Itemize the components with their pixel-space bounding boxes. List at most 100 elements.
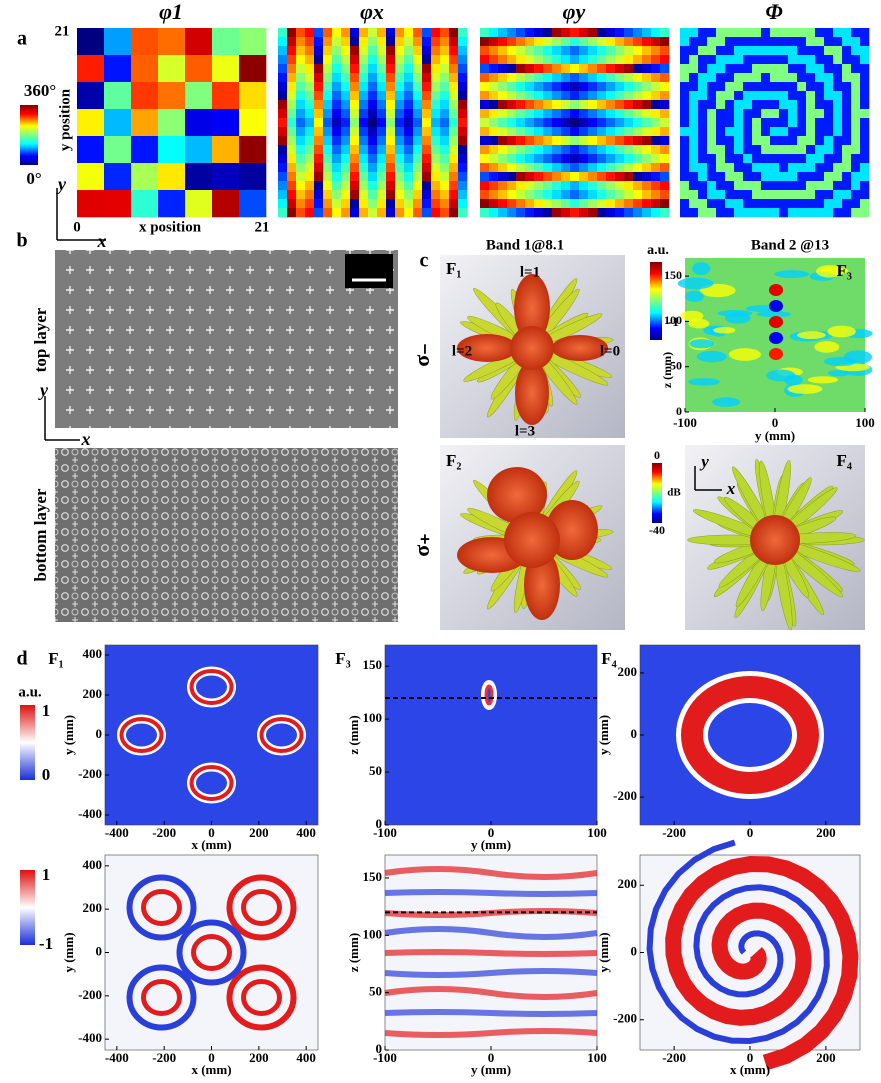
phase-cell (440, 163, 449, 172)
phase-cell (833, 46, 842, 55)
phase-cell (660, 172, 669, 181)
phase-cell (824, 127, 833, 136)
phase-cell (698, 91, 707, 100)
phase-cell (332, 109, 341, 118)
phase-cell (368, 37, 377, 46)
phase-cell (507, 46, 516, 55)
phase-cell (194, 91, 203, 100)
phase-cell (716, 64, 725, 73)
phase-cell (552, 136, 561, 145)
phase-cell (113, 136, 122, 145)
phase-cell (149, 91, 158, 100)
phase-cell (797, 64, 806, 73)
phase-cell (770, 73, 779, 82)
phase-cell (579, 163, 588, 172)
phase-cell (507, 28, 516, 37)
polarization-label: σ₋ (409, 343, 434, 367)
phase-cell (779, 82, 788, 91)
phase-cell (752, 136, 761, 145)
phase-cell (651, 55, 660, 64)
phase-cell (413, 82, 422, 91)
phase-cell (413, 73, 422, 82)
field-blob (769, 284, 783, 296)
phase-cell (588, 208, 597, 217)
phase-cell (606, 46, 615, 55)
phase-cell (386, 37, 395, 46)
column-title: Band 2 @13 (751, 237, 829, 253)
phase-cell (606, 55, 615, 64)
phase-cell (851, 154, 860, 163)
phase-cell (431, 91, 440, 100)
phase-cell (833, 154, 842, 163)
phase-cell (833, 199, 842, 208)
phase-cell (761, 37, 770, 46)
phase-cell (203, 109, 212, 118)
phase-cell (842, 100, 851, 109)
phase-cell (449, 181, 458, 190)
phase-cell (489, 46, 498, 55)
phase-cell (278, 37, 287, 46)
phase-cell (305, 118, 314, 127)
phase-cell (651, 127, 660, 136)
phase-cell (534, 127, 543, 136)
phase-cell (534, 73, 543, 82)
phase-cell (716, 91, 725, 100)
phase-cell (296, 163, 305, 172)
y-tick-label: -400 (78, 1030, 102, 1045)
phase-cell (377, 127, 386, 136)
phase-cell (314, 64, 323, 73)
phase-cell (332, 28, 341, 37)
phase-cell (296, 46, 305, 55)
phase-cell (606, 118, 615, 127)
y-tick-label: 0 (376, 816, 383, 831)
phase-cell (278, 172, 287, 181)
phase-cell (257, 172, 266, 181)
phase-cell (404, 82, 413, 91)
phase-cell (140, 109, 149, 118)
phase-cell (725, 100, 734, 109)
phase-cell (440, 199, 449, 208)
phase-cell (86, 28, 95, 37)
phase-cell (761, 109, 770, 118)
phase-cell (287, 91, 296, 100)
axis-label: y (mm) (471, 837, 511, 852)
phase-cell (440, 37, 449, 46)
phase-map (278, 28, 467, 217)
phase-cell (633, 109, 642, 118)
phase-cell (248, 109, 257, 118)
phase-cell (431, 172, 440, 181)
phase-cell (368, 199, 377, 208)
phase-cell (230, 82, 239, 91)
phase-cell (413, 172, 422, 181)
phase-cell (278, 199, 287, 208)
phase-cell (221, 100, 230, 109)
phase-cell (257, 55, 266, 64)
phase-cell (770, 190, 779, 199)
phase-cell (296, 100, 305, 109)
phase-cell (431, 64, 440, 73)
phase-cell (440, 100, 449, 109)
phase-cell (449, 55, 458, 64)
phase-cell (86, 127, 95, 136)
phase-cell (104, 154, 113, 163)
phase-cell (149, 109, 158, 118)
phase-cell (606, 64, 615, 73)
phase-cell (104, 163, 113, 172)
phase-cell (561, 127, 570, 136)
phase-cell (131, 109, 140, 118)
mode-label: l=0 (600, 343, 620, 359)
phase-cell (221, 82, 230, 91)
phase-cell (149, 64, 158, 73)
phase-cell (752, 100, 761, 109)
phase-cell (287, 172, 296, 181)
phase-cell (842, 163, 851, 172)
phase-cell (552, 190, 561, 199)
phase-cell (314, 145, 323, 154)
phase-cell (194, 109, 203, 118)
phase-cell (413, 145, 422, 154)
phase-colorbar (20, 105, 38, 165)
phase-cell (122, 82, 131, 91)
phase-cell (633, 46, 642, 55)
phase-cell (716, 82, 725, 91)
axis-label: y (mm) (61, 715, 76, 755)
